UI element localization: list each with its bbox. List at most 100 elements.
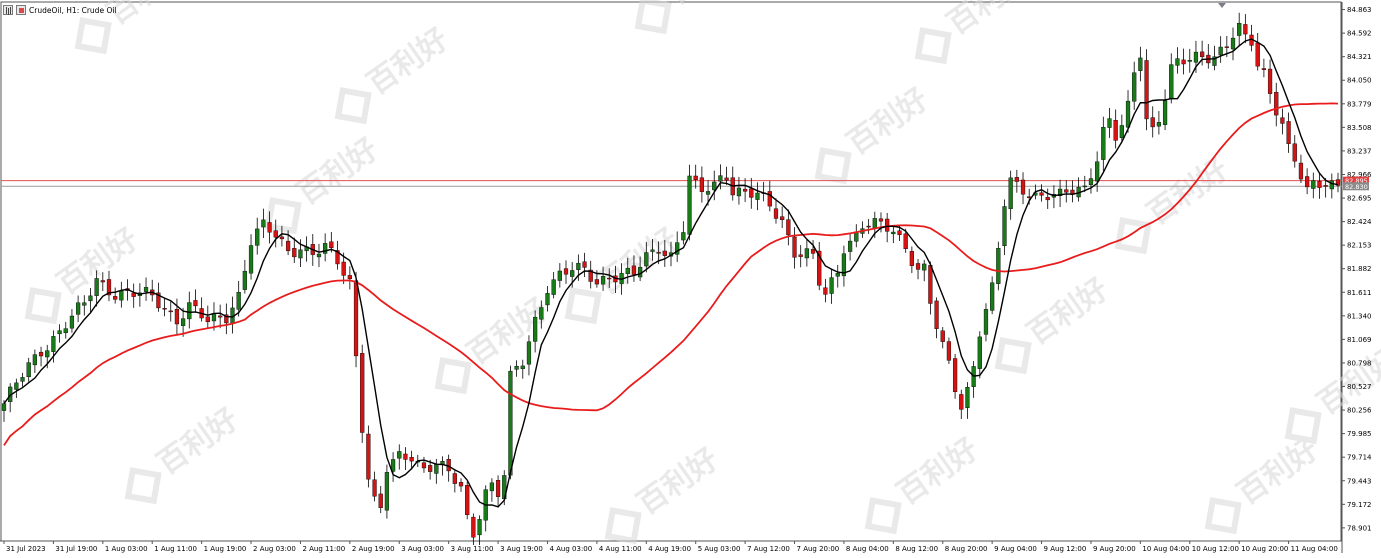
y-tick-label: 84.050 [1347, 77, 1372, 85]
bull-candle-body [261, 219, 266, 228]
x-tick-label: 3 Aug 03:00 [401, 545, 444, 553]
watermark-logo-icon [334, 87, 372, 125]
watermark-logo-icon [264, 197, 302, 235]
candle [841, 245, 847, 287]
bull-candle-body [508, 370, 513, 476]
x-tick-label: 2 Aug 03:00 [253, 545, 296, 553]
candle [1045, 188, 1050, 209]
bear-candle-body [366, 433, 371, 480]
x-tick-label: 10 Aug 04:00 [1142, 545, 1189, 553]
bull-candle-body [397, 451, 402, 459]
candle [866, 219, 871, 234]
x-tick-label: 1 Aug 03:00 [105, 545, 148, 553]
watermark-logo-icon [434, 357, 472, 395]
candle [557, 263, 562, 288]
bear-candle-body [909, 251, 914, 266]
price-label-box [1343, 176, 1369, 185]
bull-candle-body [520, 365, 525, 369]
candle [520, 359, 525, 379]
bull-candle-body [681, 232, 686, 241]
candle [952, 354, 958, 399]
bull-candle-body [390, 459, 396, 472]
bull-candle-body [872, 218, 877, 229]
candle [823, 278, 828, 303]
candle [983, 303, 989, 342]
candle [465, 481, 470, 520]
y-tick-label: 80.527 [1347, 383, 1372, 391]
bear-candle-body [421, 462, 427, 469]
candle [1243, 14, 1248, 44]
bear-candle-body [1064, 189, 1069, 193]
bull-candle-body [687, 175, 692, 235]
x-tick-label: 7 Aug 12:00 [747, 545, 790, 553]
candle [113, 287, 118, 304]
candle [248, 234, 254, 280]
y-tick-label: 81.340 [1347, 312, 1372, 320]
x-tick-label: 1 Aug 11:00 [154, 545, 197, 553]
candle [1138, 46, 1143, 82]
bull-candle-body [718, 175, 723, 182]
bull-candle-body [316, 253, 322, 258]
bull-candle-body [557, 270, 562, 281]
bear-candle-body [1305, 176, 1310, 188]
candle [946, 337, 952, 364]
bull-candle-body [1329, 180, 1334, 190]
bear-candle-body [1224, 46, 1229, 48]
candle [205, 305, 210, 329]
bear-candle-body [341, 261, 346, 276]
price-label-text: 82.895 [1345, 177, 1368, 185]
candle [508, 365, 513, 480]
bear-candle-body [1144, 60, 1149, 120]
bear-candle-body [631, 265, 637, 275]
candle [934, 297, 939, 339]
chart-menu-icon[interactable] [3, 5, 13, 15]
candle [360, 344, 365, 443]
candle [582, 252, 587, 278]
y-tick-label: 82.424 [1347, 218, 1372, 226]
bear-candle-body [773, 208, 779, 219]
bear-candle-body [131, 292, 136, 297]
candle [477, 515, 482, 545]
bull-candle-body [51, 336, 56, 352]
bear-candle-body [193, 300, 198, 307]
bull-candle-body [143, 287, 149, 292]
bear-candle-body [1286, 121, 1291, 144]
bear-candle-body [205, 316, 210, 323]
bear-candle-body [106, 279, 112, 296]
candle [38, 346, 44, 367]
watermark-logo-icon [1114, 217, 1152, 255]
bear-candle-body [724, 177, 729, 181]
bear-candle-body [465, 485, 470, 515]
y-tick-label: 79.985 [1347, 430, 1372, 438]
candle [1057, 179, 1063, 208]
bull-candle-body [180, 318, 186, 326]
candle [292, 237, 297, 263]
chart-title: CrudeOil, H1: Crude Oil [29, 5, 117, 15]
candle [1187, 48, 1192, 73]
bull-candle-body [248, 245, 254, 274]
candle [693, 164, 698, 189]
x-tick-label: 1 Aug 19:00 [204, 545, 247, 553]
bear-candle-body [292, 248, 297, 258]
x-tick-label: 8 Aug 20:00 [945, 545, 988, 553]
candle [996, 241, 1001, 291]
bear-candle-body [168, 310, 173, 313]
bull-candle-body [434, 463, 439, 474]
candle [1082, 175, 1087, 193]
bull-candle-body [20, 377, 25, 382]
candle [891, 226, 896, 244]
candle [428, 459, 433, 480]
candle [1237, 12, 1242, 47]
candle [1113, 109, 1118, 149]
bull-candle-body [1156, 122, 1162, 127]
bear-candle-body [403, 453, 408, 460]
candle [471, 513, 476, 545]
bull-candle-body [804, 248, 809, 259]
bear-candle-body [798, 254, 803, 257]
bull-candle-body [26, 362, 31, 378]
bear-candle-body [1261, 68, 1267, 70]
candle [1230, 27, 1236, 61]
indicator-icon[interactable] [16, 5, 26, 15]
